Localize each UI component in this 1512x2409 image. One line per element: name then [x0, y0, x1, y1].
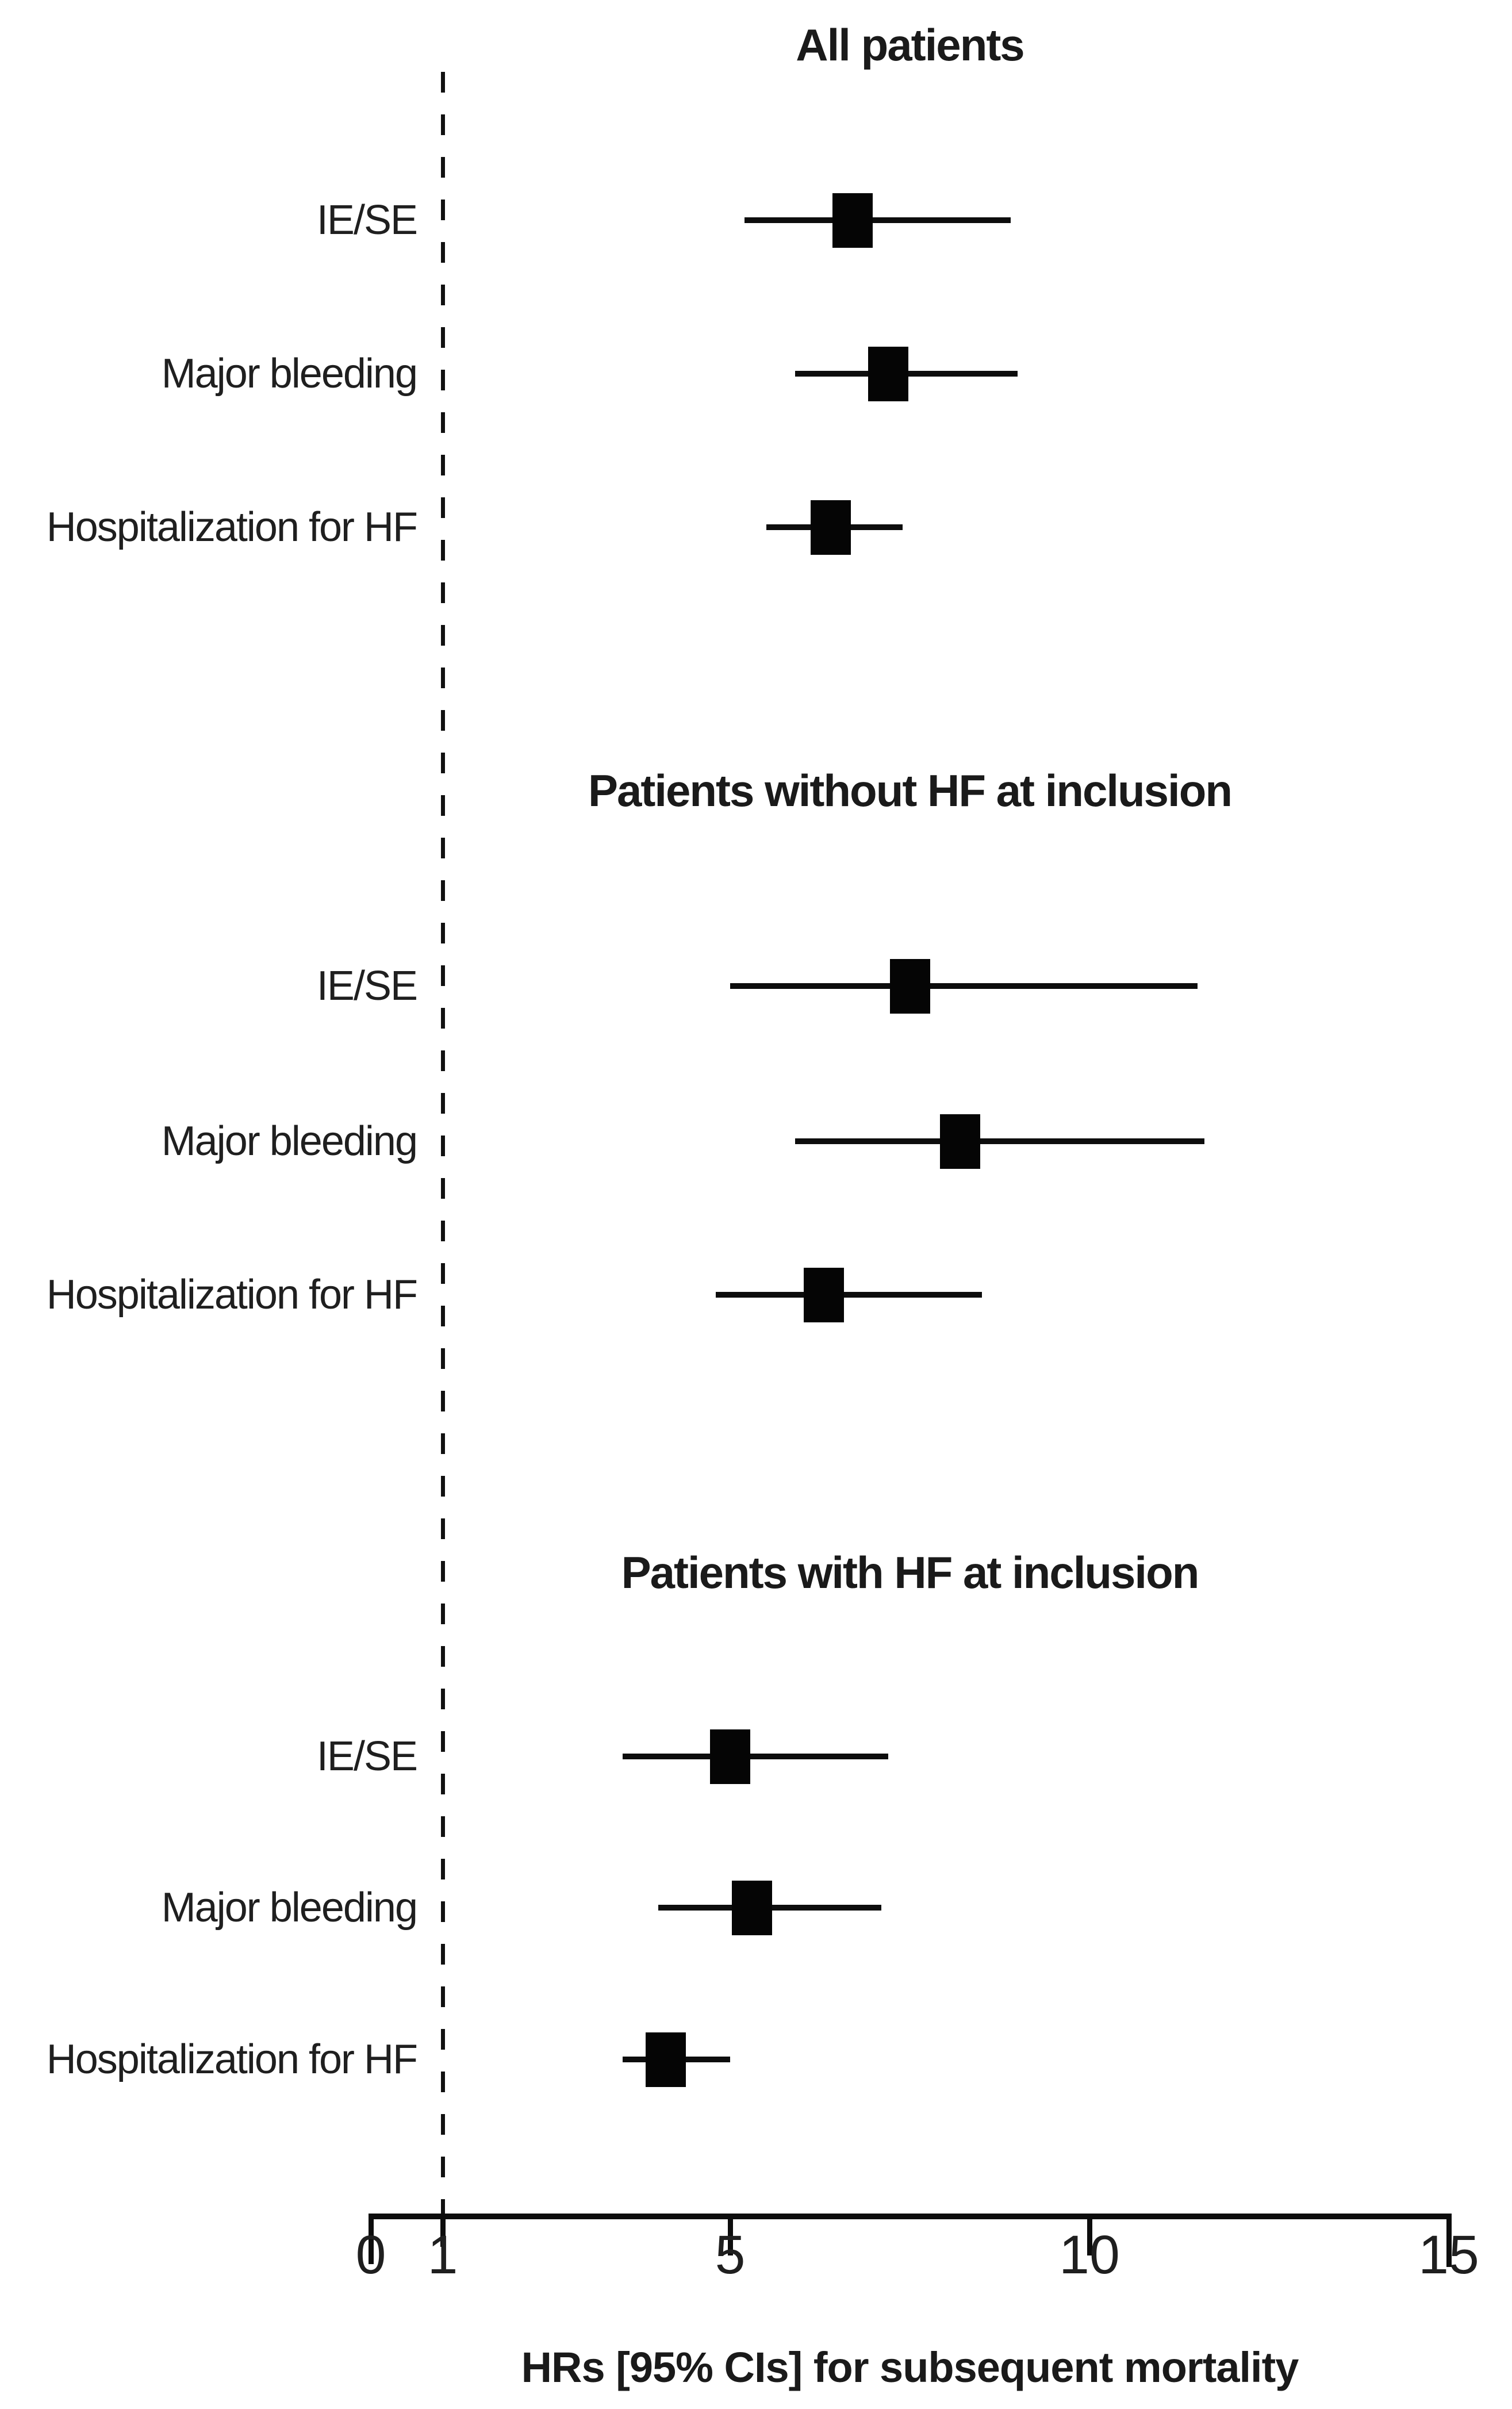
x-axis-tick — [1446, 2218, 1452, 2267]
x-tick-label: 1 — [427, 2224, 458, 2285]
x-tick-label: 15 — [1418, 2224, 1479, 2285]
row-label: Hospitalization for HF — [46, 2036, 418, 2082]
hr-point-marker — [811, 500, 851, 555]
x-axis-label: HRs [95% CIs] for subsequent mortality — [521, 2343, 1299, 2391]
hr-point-marker — [868, 346, 908, 401]
hr-point-marker — [731, 1880, 772, 1935]
row-label: IE/SE — [316, 197, 418, 243]
x-axis-tick — [1087, 2218, 1092, 2255]
row-label: IE/SE — [316, 963, 418, 1009]
x-axis-tick — [440, 2218, 446, 2247]
ci-line — [745, 217, 1011, 223]
hr-point-marker — [832, 193, 873, 248]
group-title: Patients with HF at inclusion — [621, 1547, 1200, 1598]
hr-point-marker — [710, 1729, 750, 1784]
x-axis-tick — [369, 2218, 374, 2264]
ci-line — [716, 1292, 982, 1298]
row-label: Major bleeding — [161, 1118, 418, 1164]
x-tick-label: 5 — [715, 2224, 746, 2285]
ci-line — [730, 983, 1198, 989]
hr-point-marker — [803, 1267, 844, 1322]
x-axis-line — [369, 2214, 1452, 2219]
row-label: IE/SE — [316, 1733, 418, 1779]
x-tick-label: 10 — [1059, 2224, 1120, 2285]
group-title: All patients — [796, 20, 1024, 70]
x-tick-label: 0 — [355, 2224, 386, 2285]
hr-point-marker — [889, 958, 930, 1014]
ci-line — [622, 1754, 888, 1759]
ci-line — [795, 1138, 1204, 1144]
row-label: Major bleeding — [161, 1885, 418, 1931]
x-axis-tick — [728, 2218, 733, 2255]
row-label: Hospitalization for HF — [46, 1272, 418, 1318]
reference-line-hr1 — [441, 72, 445, 2214]
hr-point-marker — [645, 2032, 686, 2087]
group-title: Patients without HF at inclusion — [588, 765, 1233, 816]
row-label: Major bleeding — [161, 351, 418, 397]
hr-point-marker — [940, 1114, 980, 1169]
row-label: Hospitalization for HF — [46, 504, 418, 550]
